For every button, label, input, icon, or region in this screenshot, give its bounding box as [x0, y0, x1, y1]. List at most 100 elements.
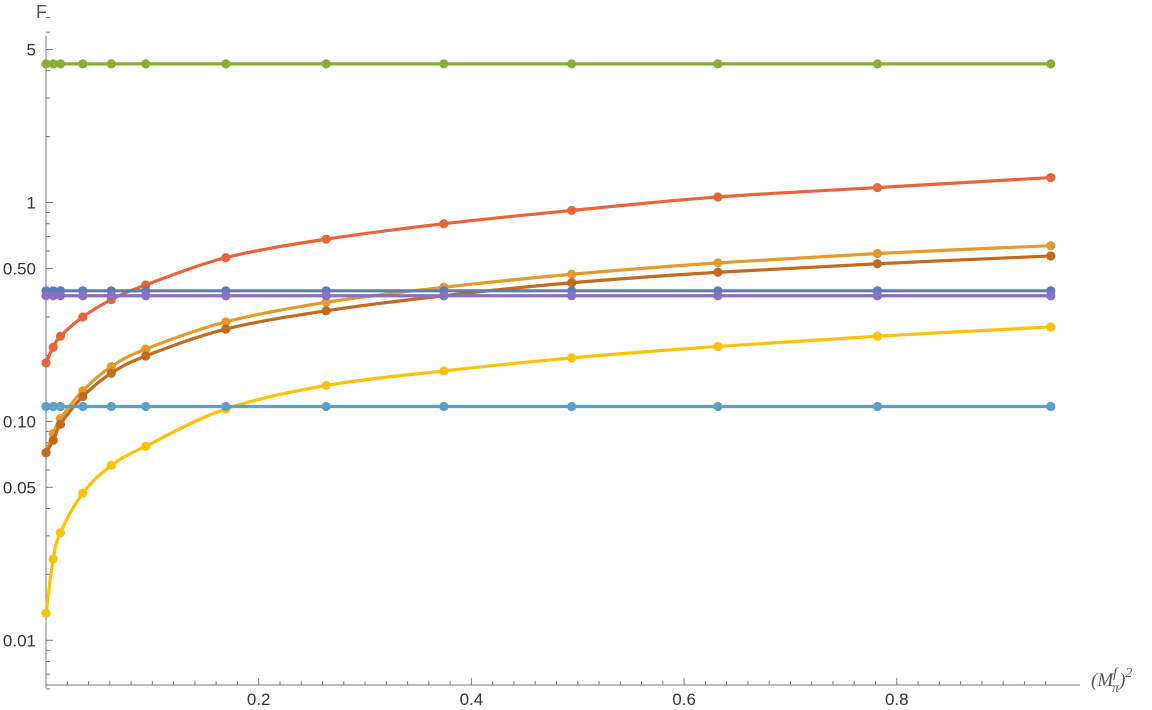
- data-point: [41, 59, 51, 69]
- data-point: [567, 59, 577, 69]
- data-point: [439, 219, 449, 229]
- series-layer: [41, 59, 1056, 618]
- data-point: [439, 366, 449, 376]
- data-point: [48, 401, 58, 412]
- data-point: [78, 312, 88, 322]
- data-point: [567, 278, 577, 288]
- data-point: [141, 59, 151, 69]
- data-point: [41, 608, 51, 618]
- data-point: [1046, 291, 1056, 301]
- data-point: [141, 291, 151, 301]
- data-point: [872, 291, 883, 301]
- data-point: [221, 59, 231, 69]
- data-point: [41, 448, 51, 458]
- y-tick-label: 0.01: [3, 631, 36, 650]
- data-point: [48, 435, 58, 445]
- series-2: [41, 172, 1056, 368]
- x-axis-title: (Mf π)2: [1091, 666, 1132, 696]
- series-line: [44, 325, 1051, 614]
- data-point: [321, 380, 331, 391]
- data-point: [1046, 172, 1056, 183]
- y-tick-label: 0.10: [3, 412, 36, 431]
- series-5: [41, 286, 1056, 296]
- series-4: [41, 251, 1056, 458]
- data-point: [106, 361, 116, 372]
- x-tick-label: 0.6: [672, 690, 696, 709]
- data-point: [106, 291, 116, 301]
- data-point: [221, 317, 231, 327]
- series-6: [41, 291, 1056, 301]
- series-1: [41, 59, 1056, 69]
- data-point: [48, 342, 58, 352]
- y-tick-label: 5: [27, 41, 36, 60]
- data-point: [713, 267, 723, 277]
- y-tick-label: 0.05: [3, 478, 36, 497]
- data-point: [41, 358, 51, 368]
- data-point: [55, 291, 66, 301]
- data-point: [106, 368, 116, 378]
- data-point: [872, 259, 883, 269]
- data-point: [221, 291, 231, 301]
- data-point: [141, 441, 151, 451]
- y-axis-title: F: [36, 2, 47, 22]
- data-point: [872, 331, 883, 341]
- data-point: [567, 353, 577, 363]
- data-point: [321, 297, 331, 307]
- data-point: [55, 401, 66, 412]
- data-point: [321, 234, 331, 244]
- data-point: [48, 291, 58, 301]
- data-point: [48, 59, 58, 69]
- series-8: [41, 401, 1056, 412]
- data-point: [78, 59, 88, 69]
- data-point: [567, 401, 577, 412]
- data-point: [713, 401, 723, 412]
- data-point: [78, 401, 88, 412]
- data-point: [1046, 322, 1056, 332]
- data-point: [713, 192, 723, 202]
- data-point: [567, 291, 577, 301]
- x-tick-label: 0.2: [247, 690, 271, 709]
- data-point: [78, 391, 88, 402]
- data-point: [872, 182, 883, 193]
- data-point: [55, 59, 66, 69]
- data-point: [55, 419, 66, 429]
- data-point: [567, 205, 577, 216]
- y-tick-label: 0.50: [3, 259, 36, 278]
- series-7: [41, 322, 1056, 618]
- data-point: [872, 401, 883, 412]
- data-point: [321, 291, 331, 301]
- data-point: [1046, 251, 1056, 261]
- series-line: [44, 254, 1051, 454]
- data-point: [567, 269, 577, 279]
- data-point: [439, 59, 449, 69]
- data-point: [106, 460, 116, 470]
- data-point: [1046, 401, 1056, 412]
- y-tick-label: 1: [27, 194, 36, 213]
- data-point: [321, 59, 331, 69]
- data-point: [713, 59, 723, 69]
- axes: 0.2 0.4 0.6 0.8 0.01 0.05 0.10 0.50 1 5: [3, 17, 1080, 709]
- data-point: [713, 341, 723, 352]
- data-point: [713, 258, 723, 268]
- data-point: [221, 401, 231, 412]
- data-point: [1046, 59, 1056, 69]
- x-tick-label: 0.4: [460, 690, 484, 709]
- data-point: [321, 306, 331, 316]
- data-point: [872, 248, 883, 259]
- data-point: [78, 488, 88, 498]
- data-point: [41, 401, 51, 412]
- data-point: [78, 291, 88, 301]
- data-point: [872, 59, 883, 69]
- data-point: [106, 59, 116, 69]
- data-point: [221, 253, 231, 263]
- data-point: [141, 401, 151, 412]
- data-point: [713, 291, 723, 301]
- data-point: [55, 331, 66, 341]
- data-point: [221, 324, 231, 334]
- data-point: [141, 351, 151, 361]
- data-point: [439, 401, 449, 412]
- data-point: [48, 554, 58, 564]
- data-point: [106, 401, 116, 412]
- data-point: [439, 291, 449, 301]
